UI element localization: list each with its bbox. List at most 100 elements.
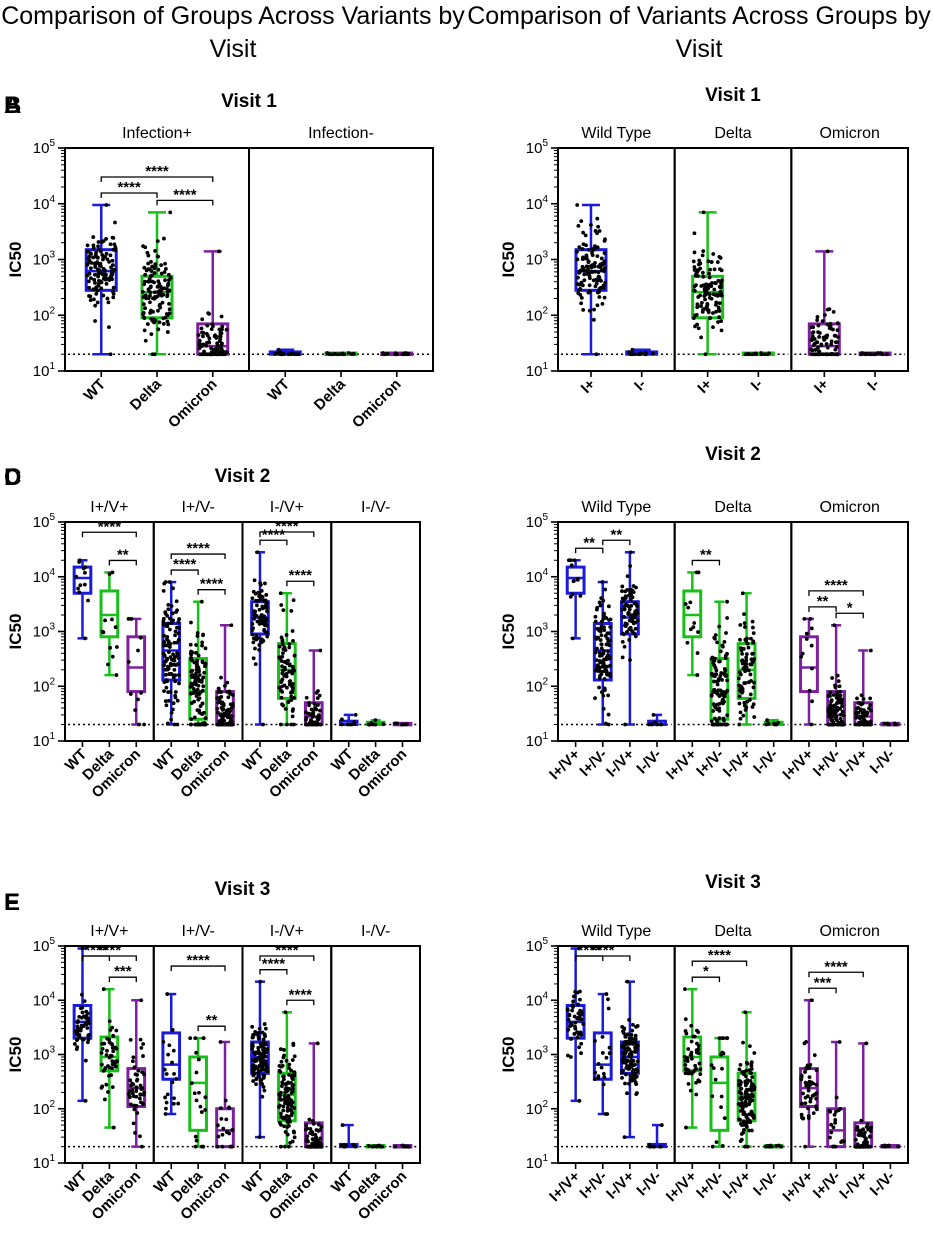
data-point — [749, 1063, 754, 1068]
data-point — [107, 1019, 112, 1024]
data-point — [280, 690, 285, 694]
data-point — [400, 722, 405, 727]
data-point — [738, 623, 743, 627]
data-point — [836, 720, 841, 725]
data-point — [144, 296, 149, 301]
data-point — [197, 342, 202, 346]
data-point — [682, 1054, 687, 1059]
data-point — [627, 604, 632, 609]
data-point — [155, 239, 160, 243]
data-point — [599, 646, 604, 651]
data-point — [93, 265, 98, 269]
data-point — [686, 605, 691, 610]
data-point — [139, 1046, 144, 1050]
box-delta — [277, 1010, 297, 1149]
data-point — [406, 1144, 411, 1149]
data-point — [162, 689, 166, 694]
data-point — [94, 252, 98, 257]
data-point — [220, 347, 224, 352]
data-point — [812, 1053, 817, 1058]
data-point — [579, 219, 584, 223]
data-point — [809, 722, 814, 727]
y-tick-label: 104 — [526, 990, 549, 1009]
data-point — [130, 1081, 135, 1086]
data-point — [859, 1118, 864, 1123]
box-wt — [250, 550, 270, 727]
data-point — [258, 616, 262, 621]
data-point — [194, 694, 199, 699]
data-point — [250, 622, 255, 626]
significance-label: ** — [117, 546, 129, 563]
subpanel-infection-: Infection+WT Delta Omicron**** ******** — [64, 125, 250, 431]
bracket-line — [286, 999, 315, 1006]
data-point — [635, 1091, 639, 1095]
data-point — [829, 351, 834, 356]
x-tick-label: I+/V+ — [779, 746, 817, 784]
data-point — [317, 716, 321, 720]
y-tick-label: 103 — [33, 622, 56, 641]
data-point — [153, 262, 158, 266]
data-point — [601, 1071, 606, 1076]
data-point — [91, 287, 96, 292]
data-point — [163, 1095, 167, 1100]
bracket-line — [691, 976, 721, 983]
data-point — [589, 269, 594, 274]
box-i-v- — [682, 987, 703, 1130]
bracket-line — [259, 969, 288, 975]
data-point — [575, 577, 580, 582]
data-point — [174, 599, 179, 604]
data-point — [739, 1095, 744, 1100]
data-point — [720, 1066, 724, 1071]
data-point — [256, 1045, 261, 1050]
data-point — [840, 709, 845, 714]
data-point — [722, 694, 727, 699]
data-point — [218, 352, 223, 357]
data-point — [254, 1058, 259, 1063]
data-point — [713, 281, 718, 286]
data-point — [136, 648, 140, 653]
y-tick-label: 105 — [33, 512, 56, 531]
significance-label: **** — [117, 179, 141, 196]
group-label: Delta — [714, 125, 751, 142]
data-point — [749, 1066, 754, 1071]
box-omicron — [215, 1040, 235, 1149]
data-point — [224, 722, 228, 727]
data-point — [627, 1052, 632, 1056]
data-point — [128, 1102, 133, 1107]
data-point — [256, 590, 261, 595]
chart-E: E Visit 3IC50101102103104105I+/V+WTDeltaO… — [4, 879, 421, 1223]
data-point — [161, 616, 166, 621]
data-point — [817, 335, 821, 339]
data-point — [87, 271, 92, 276]
data-point — [141, 311, 146, 315]
y-tick-label: 105 — [526, 138, 549, 157]
iqr-box — [161, 1031, 182, 1081]
data-point — [78, 583, 83, 588]
data-point — [291, 598, 296, 603]
data-point — [799, 654, 804, 659]
data-point — [575, 203, 580, 207]
data-point — [716, 320, 720, 324]
data-point — [176, 1101, 181, 1106]
data-point — [698, 266, 703, 271]
data-point — [699, 284, 704, 288]
data-point — [751, 660, 755, 664]
data-point — [228, 702, 233, 707]
data-point — [80, 1010, 85, 1015]
data-point — [205, 323, 210, 328]
data-point — [114, 1060, 118, 1064]
data-point — [572, 558, 577, 563]
data-point — [738, 1117, 742, 1122]
data-point — [152, 280, 156, 285]
data-point — [296, 352, 301, 357]
data-point — [228, 1144, 233, 1149]
data-point — [828, 690, 833, 695]
data-point — [110, 1062, 115, 1067]
data-point — [134, 1103, 139, 1108]
data-point — [225, 680, 230, 685]
data-point — [864, 713, 869, 718]
data-point — [126, 659, 131, 664]
significance-bracket: ** — [197, 1012, 226, 1032]
data-point — [813, 352, 818, 357]
data-point — [371, 1144, 376, 1149]
